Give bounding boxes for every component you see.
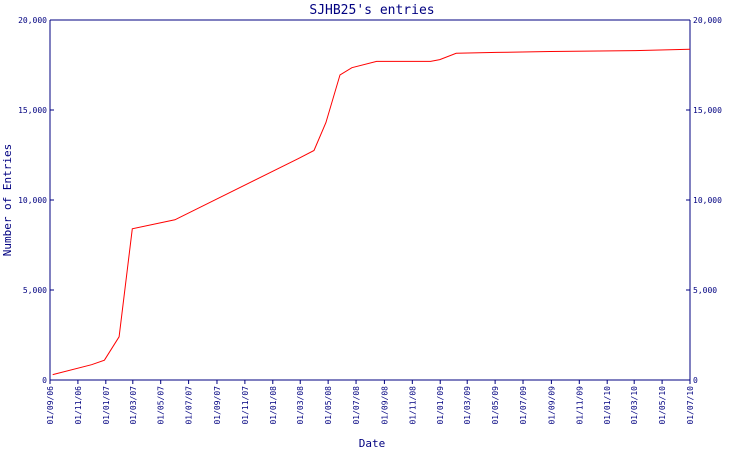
x-tick-label: 01/09/06 [46, 386, 55, 425]
x-tick-label: 01/03/07 [129, 386, 138, 425]
y-tick-label-right: 10,000 [693, 196, 722, 205]
x-tick-label: 01/01/07 [102, 386, 111, 425]
x-tick-label: 01/03/10 [630, 386, 639, 425]
x-tick-label: 01/09/08 [380, 386, 389, 425]
chart-title: SJHB25's entries [309, 3, 434, 18]
y-tick-label-left: 5,000 [23, 286, 47, 295]
x-tick-label: 01/07/08 [352, 386, 361, 425]
x-tick-label: 01/09/09 [547, 386, 556, 425]
x-tick-label: 01/07/10 [686, 386, 695, 425]
y-tick-label-left: 10,000 [18, 196, 47, 205]
y-tick-label-right: 5,000 [693, 286, 717, 295]
series-line [52, 48, 691, 376]
x-tick-label: 01/11/08 [408, 386, 417, 425]
x-tick-label: 01/05/10 [658, 386, 667, 425]
y-tick-label-left: 20,000 [18, 16, 47, 25]
x-tick-label: 01/05/09 [491, 386, 500, 425]
x-tick-label: 01/05/08 [324, 386, 333, 425]
x-tick-label: 01/11/07 [241, 386, 250, 425]
y-tick-label-right: 20,000 [693, 16, 722, 25]
series-layer [52, 48, 691, 376]
x-tick-label: 01/07/09 [519, 386, 528, 425]
x-tick-label: 01/01/09 [436, 386, 445, 425]
x-tick-label: 01/01/10 [603, 386, 612, 425]
x-axis-label: Date [359, 437, 386, 450]
x-tick-label: 01/11/09 [575, 386, 584, 425]
y-tick-label-left: 15,000 [18, 106, 47, 115]
x-tick-label: 01/01/08 [269, 386, 278, 425]
x-tick-label: 01/07/07 [185, 386, 194, 425]
x-tick-label: 01/09/07 [213, 386, 222, 425]
x-tick-label: 01/11/06 [74, 386, 83, 425]
x-tick-label: 01/05/07 [157, 386, 166, 425]
x-tick-label: 01/03/09 [463, 386, 472, 425]
x-ticks: 01/09/06 01/11/06 01/01/07 01/03/07 01/05/07… [46, 380, 695, 425]
y-axis-label: Number of Entries [1, 144, 14, 257]
y-tick-label-right: 0 [693, 376, 698, 385]
x-tick-label: 01/03/08 [296, 386, 305, 425]
left-y-ticks: 0 5,000 10,000 15,000 20,000 [18, 16, 54, 385]
y-tick-label-right: 15,000 [693, 106, 722, 115]
right-y-ticks: 0 5,000 10,000 15,000 20,000 [686, 16, 722, 385]
y-tick-label-left: 0 [42, 376, 47, 385]
